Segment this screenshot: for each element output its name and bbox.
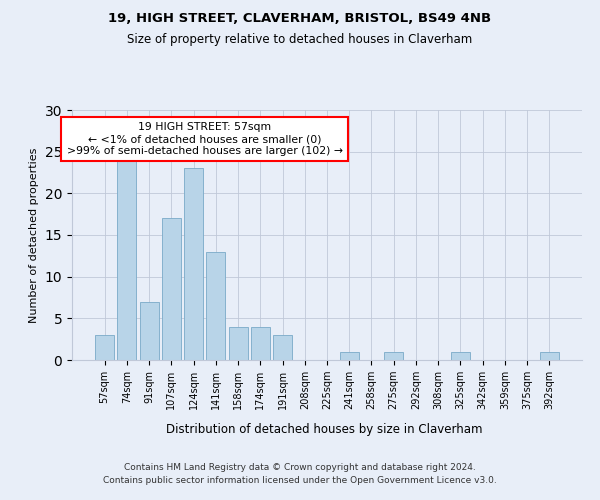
Bar	[229, 326, 248, 360]
Y-axis label: Number of detached properties: Number of detached properties	[29, 148, 39, 322]
Text: Contains public sector information licensed under the Open Government Licence v3: Contains public sector information licen…	[103, 476, 497, 485]
Bar	[118, 152, 136, 360]
Bar	[540, 352, 559, 360]
Bar	[273, 335, 292, 360]
Bar	[340, 352, 359, 360]
Bar	[384, 352, 403, 360]
Bar	[206, 252, 225, 360]
Bar	[251, 326, 270, 360]
Text: Size of property relative to detached houses in Claverham: Size of property relative to detached ho…	[127, 32, 473, 46]
Text: 19 HIGH STREET: 57sqm
← <1% of detached houses are smaller (0)
>99% of semi-deta: 19 HIGH STREET: 57sqm ← <1% of detached …	[67, 122, 343, 156]
Bar	[184, 168, 203, 360]
Text: Contains HM Land Registry data © Crown copyright and database right 2024.: Contains HM Land Registry data © Crown c…	[124, 462, 476, 471]
Text: 19, HIGH STREET, CLAVERHAM, BRISTOL, BS49 4NB: 19, HIGH STREET, CLAVERHAM, BRISTOL, BS4…	[109, 12, 491, 26]
Bar	[140, 302, 158, 360]
Text: Distribution of detached houses by size in Claverham: Distribution of detached houses by size …	[166, 422, 482, 436]
Bar	[162, 218, 181, 360]
Bar	[451, 352, 470, 360]
Bar	[95, 335, 114, 360]
